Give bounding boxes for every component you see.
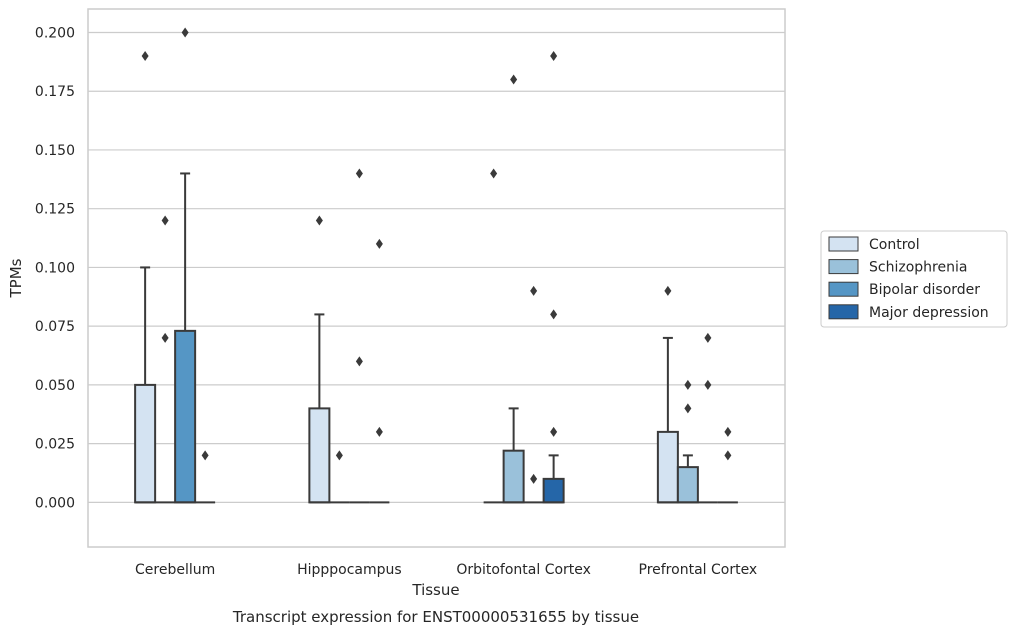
outlier-point: [550, 426, 558, 437]
outlier-point: [355, 356, 363, 367]
outlier-point: [550, 309, 558, 320]
y-tick-label: 0.200: [35, 25, 75, 41]
plot-frame: [87, 8, 786, 548]
box: [308, 407, 331, 504]
y-tick-label: 0.125: [35, 202, 75, 218]
y-tick-label: 0.050: [35, 378, 75, 394]
legend: Control Schizophrenia Bipolar disorder Majo…: [820, 230, 1008, 328]
box: [676, 466, 699, 504]
y-tick-label: 0.025: [35, 437, 75, 453]
y-tick-label: 0.150: [35, 143, 75, 159]
box-group: [308, 215, 331, 504]
x-tick-label: Cerebellum: [135, 562, 215, 578]
box-plots: [134, 27, 738, 504]
y-tick-label: 0.100: [35, 260, 75, 276]
outlier-point: [335, 450, 343, 461]
box: [542, 477, 565, 504]
outlier-point: [704, 379, 712, 390]
outlier-point: [375, 238, 383, 249]
x-tick-label: Orbitofontal Cortex: [456, 562, 591, 578]
outlier-point: [664, 285, 672, 296]
box: [656, 430, 679, 504]
box-group: [369, 238, 390, 504]
box-group: [697, 332, 718, 504]
outlier-point: [201, 450, 209, 461]
outlier-point: [375, 426, 383, 437]
outlier-point: [141, 50, 149, 61]
outlier-point: [510, 74, 518, 85]
box-group: [676, 379, 699, 504]
legend-label: Bipolar disorder: [869, 282, 980, 298]
box-group: [502, 74, 525, 504]
y-tick-label: 0.075: [35, 319, 75, 335]
y-axis-title: TPMs: [7, 258, 25, 298]
legend-items: Control Schizophrenia Bipolar disorder Majo…: [828, 236, 989, 321]
y-tick-label: 0.000: [35, 495, 75, 511]
outlier-point: [684, 403, 692, 414]
outlier-point: [704, 332, 712, 343]
outlier-point: [181, 27, 189, 38]
outlier-point: [724, 426, 732, 437]
box: [134, 383, 157, 504]
box-group: [656, 285, 679, 504]
box-group: [174, 27, 197, 504]
legend-label: Control: [869, 237, 920, 253]
outlier-point: [355, 168, 363, 179]
y-tick-label: 0.175: [35, 84, 75, 100]
outlier-point: [490, 168, 498, 179]
outlier-point: [724, 450, 732, 461]
outlier-point: [530, 473, 538, 484]
legend-swatch: [828, 236, 859, 252]
legend-label: Major depression: [869, 305, 989, 321]
box-group: [155, 215, 176, 504]
outlier-point: [684, 379, 692, 390]
grid-lines: [88, 31, 785, 503]
box-group: [134, 50, 157, 504]
outlier-point: [161, 332, 169, 343]
legend-label: Schizophrenia: [869, 260, 967, 276]
box-group: [523, 285, 544, 504]
box-group: [542, 50, 565, 504]
outlier-point: [161, 215, 169, 226]
outlier-point: [550, 50, 558, 61]
legend-swatch: [828, 304, 859, 320]
legend-swatch: [828, 259, 859, 275]
x-tick-label: Prefrontal Cortex: [639, 562, 758, 578]
chart-caption: Transcript expression for ENST0000053165…: [232, 608, 639, 626]
x-tick-label: Hipppocampus: [297, 562, 402, 578]
x-axis-title: Tissue: [411, 581, 459, 599]
outlier-point: [530, 285, 538, 296]
box-group: [349, 168, 370, 504]
outlier-point: [315, 215, 323, 226]
box-group: [329, 450, 350, 504]
x-tick-labels: Cerebellum Hipppocampus Orbitofontal Corte…: [135, 562, 757, 578]
box-group: [483, 168, 504, 504]
box: [502, 449, 525, 504]
box: [174, 329, 197, 504]
box-group: [195, 450, 216, 504]
y-tick-labels: 0.000 0.025 0.050 0.075 0.100 0.125 0.150 0.175…: [35, 25, 75, 511]
legend-swatch: [828, 281, 859, 297]
box-group: [717, 426, 738, 504]
legend-frame: [820, 230, 1008, 328]
